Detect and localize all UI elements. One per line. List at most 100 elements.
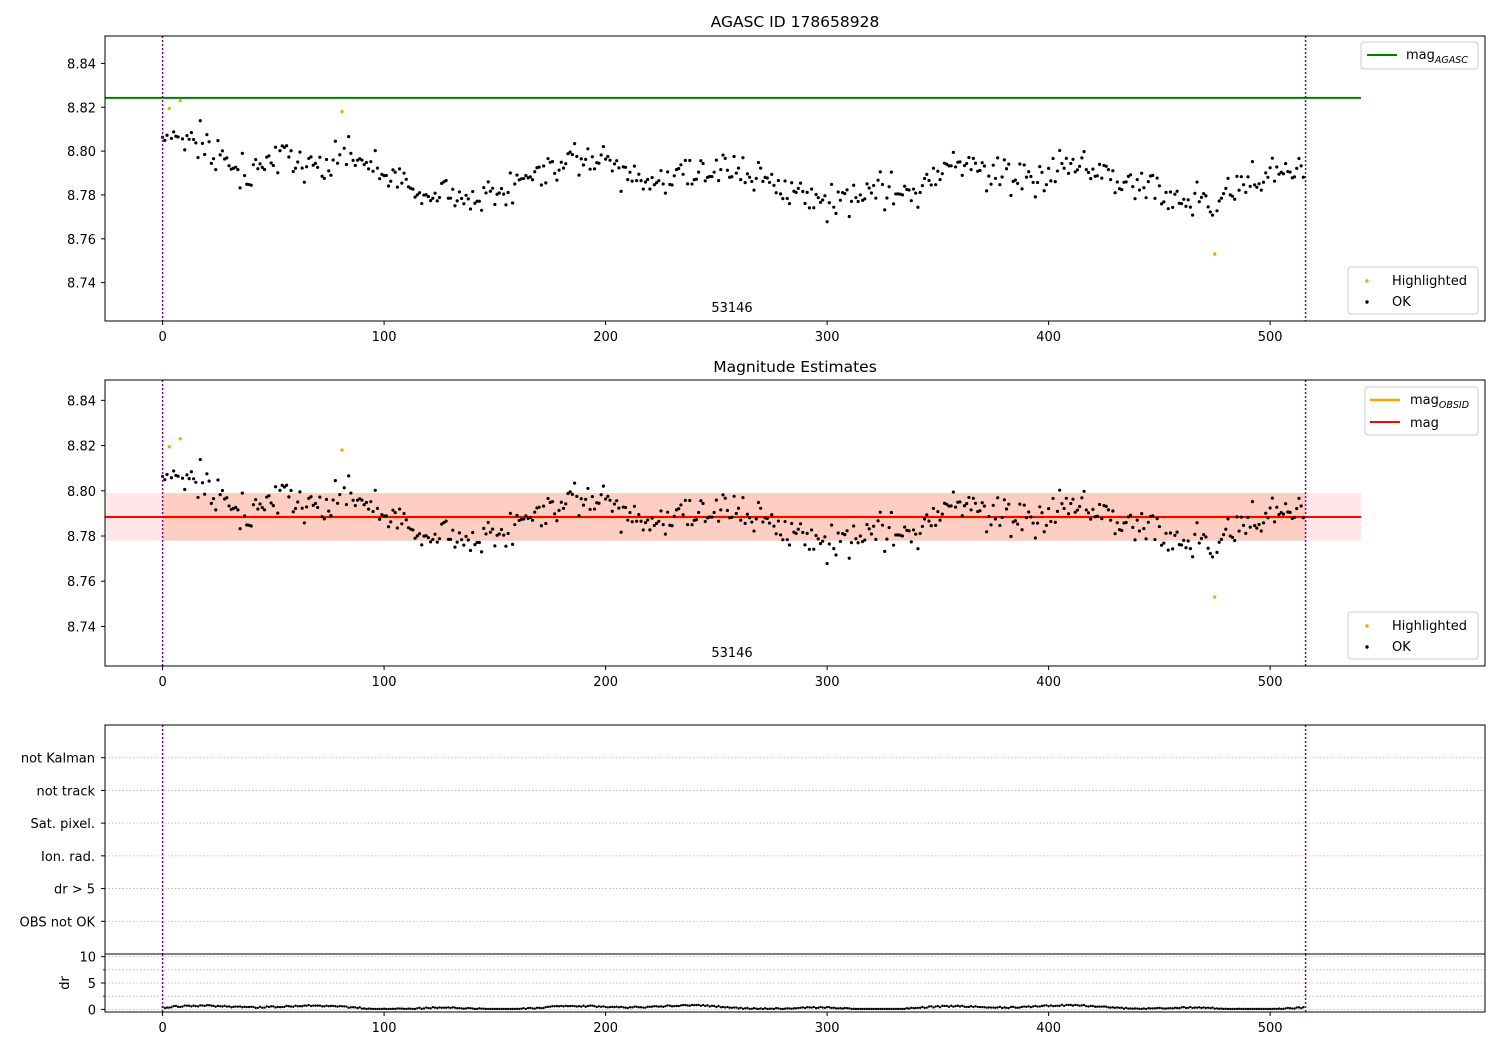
panel-mag-points (160, 437, 1305, 599)
point-ok (1281, 172, 1286, 176)
y-tick-label: 8.80 (67, 145, 96, 160)
panel-mag-y-ticks: 8.748.768.788.808.828.84 (67, 394, 105, 635)
point-ok (874, 196, 878, 200)
point-ok (779, 192, 783, 196)
point-ok (774, 191, 778, 195)
x-tick-label: 500 (1258, 1021, 1283, 1036)
point-ok (488, 189, 493, 193)
point-ok (869, 191, 874, 195)
point-dr (1105, 1005, 1108, 1008)
point-dr (766, 1007, 769, 1011)
point-ok (754, 176, 758, 180)
point-ok (1069, 161, 1073, 166)
point-dr (192, 1004, 195, 1007)
point-dr (757, 1007, 760, 1011)
point-ok (756, 160, 761, 165)
point-dr (298, 1005, 302, 1008)
point-ok (1053, 520, 1057, 524)
point-ok (1051, 496, 1055, 501)
legend-label-mag-obsid: magOBSID (1410, 393, 1469, 411)
point-ok (1224, 186, 1228, 191)
point-ok (378, 177, 382, 181)
point-ok (544, 181, 548, 185)
point-dr (199, 1004, 202, 1007)
x-tick-label: 100 (372, 1021, 397, 1036)
point-ok (739, 178, 743, 182)
point-ok (604, 497, 608, 501)
point-dr (952, 1005, 955, 1008)
point-dr (1253, 1007, 1256, 1011)
point-dr (1275, 1007, 1278, 1011)
point-ok (453, 204, 457, 208)
point-ok (694, 177, 699, 181)
point-ok (1020, 528, 1024, 532)
point-ok (293, 506, 298, 511)
point-ok (502, 192, 506, 196)
point-ok (393, 170, 397, 174)
point-ok (313, 161, 318, 165)
point-ok (1159, 543, 1164, 547)
point-dr (608, 1005, 612, 1009)
point-ok (929, 524, 933, 528)
x-tick-label: 200 (593, 1021, 618, 1036)
point-ok (242, 173, 247, 178)
point-dr (1018, 1006, 1022, 1009)
point-ok (612, 502, 617, 506)
point-dr (604, 1005, 607, 1009)
point-ok (765, 176, 769, 180)
point-ok (1066, 512, 1071, 516)
point-ok (661, 523, 665, 527)
point-dr (777, 1007, 780, 1010)
point-ok (1202, 533, 1206, 537)
point-ok (1082, 489, 1086, 493)
point-dr (821, 1006, 824, 1009)
point-ok (539, 524, 543, 528)
point-ok (1175, 530, 1179, 534)
point-dr (903, 1007, 906, 1011)
point-dr (584, 1005, 587, 1008)
point-dr (684, 1003, 687, 1007)
point-dr (961, 1004, 964, 1007)
point-ok (1268, 506, 1272, 510)
point-ok (1066, 171, 1071, 175)
point-ok (1235, 174, 1239, 178)
point-dr (451, 1006, 454, 1009)
point-dr (876, 1007, 880, 1011)
point-dr (883, 1007, 886, 1011)
point-ok (969, 508, 973, 512)
point-dr (252, 1005, 255, 1009)
point-dr (879, 1007, 882, 1011)
point-ok (847, 556, 851, 560)
point-dr (165, 1006, 169, 1009)
point-ok (1133, 538, 1137, 542)
point-ok (220, 149, 224, 153)
point-ok (586, 486, 590, 491)
point-dr (495, 1007, 499, 1011)
point-ok (615, 499, 619, 503)
point-ok (504, 544, 508, 548)
point-dr (941, 1004, 944, 1008)
legend-sub-agasc: AGASC (1434, 55, 1468, 66)
point-ok (1075, 168, 1080, 172)
point-ok (1295, 166, 1299, 170)
point-ok (559, 160, 563, 164)
point-ok (1080, 496, 1084, 500)
point-ok (632, 164, 637, 168)
point-ok (1124, 520, 1128, 525)
point-ok (900, 193, 905, 197)
point-dr (289, 1005, 293, 1008)
point-ok (590, 155, 594, 159)
point-ok (1013, 519, 1018, 523)
point-ok (431, 537, 435, 542)
point-ok (719, 167, 723, 172)
point-dr (294, 1004, 297, 1007)
point-ok (322, 517, 326, 521)
point-dr (808, 1006, 811, 1009)
point-dr (1036, 1005, 1039, 1008)
x-tick-label: 0 (158, 1021, 166, 1036)
point-ok (364, 500, 368, 505)
point-ok (1095, 514, 1099, 518)
point-dr (792, 1007, 796, 1010)
point-dr (515, 1007, 519, 1010)
point-dr (845, 1006, 849, 1010)
